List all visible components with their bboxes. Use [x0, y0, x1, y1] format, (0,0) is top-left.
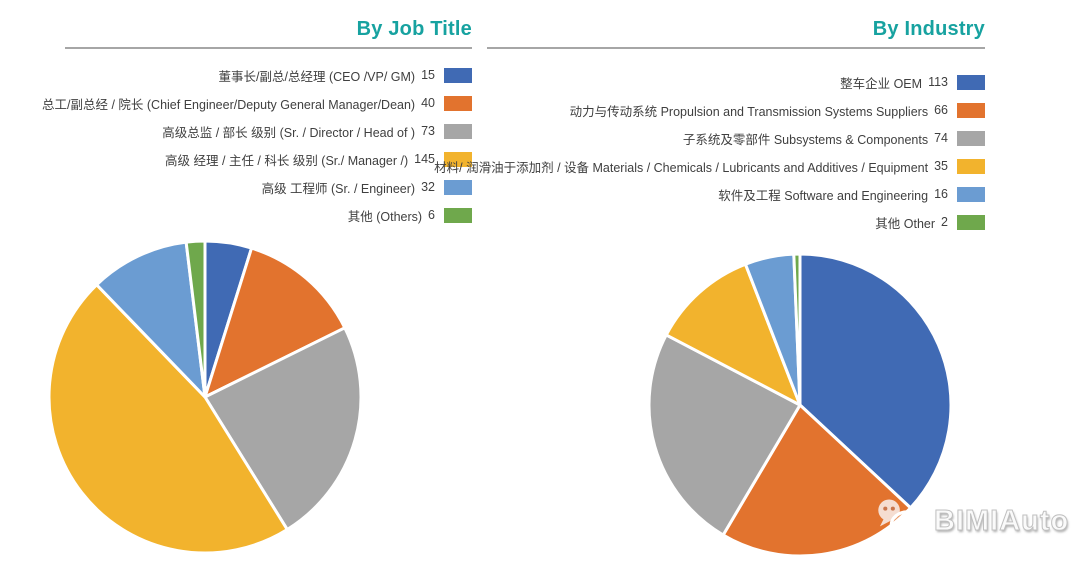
legend-value: 15 — [421, 68, 435, 82]
legend-swatch — [957, 214, 985, 230]
pie-slice-industry-3 — [647, 333, 802, 537]
legend-job-title: 董事长/副总/总经理 (CEO /VP/ GM) 15 总工/副总经 / 院长 (C… — [42, 61, 472, 229]
legend-value: 66 — [934, 103, 948, 117]
legend-item: 其他 (Others) 6 — [65, 201, 472, 229]
chart-title-job-title: By Job Title — [356, 18, 472, 40]
pie-slice-job-title-2 — [203, 246, 347, 399]
pie-slice-job-title-6 — [184, 239, 207, 399]
legend-swatch — [957, 130, 985, 146]
chart-title-industry: By Industry — [872, 18, 985, 40]
pie-slice-job-title-3 — [203, 326, 363, 532]
chart-panel-job-title: By Job Title 董事长/副总/总经理 (CEO /VP/ GM) 15 总… — [42, 0, 472, 229]
legend-swatch — [957, 74, 985, 90]
legend-value: 2 — [941, 215, 948, 229]
legend-value: 145 — [414, 152, 435, 166]
legend-label: 整车企业 OEM — [840, 76, 923, 91]
legend-value: 113 — [928, 75, 948, 89]
pie-slice-job-title-5 — [95, 240, 207, 399]
legend-swatch — [444, 151, 472, 167]
legend-item: 高级总监 / 部长 级别 (Sr. / Director / Head of )… — [65, 117, 472, 145]
legend-swatch — [444, 67, 472, 83]
legend-swatch — [444, 207, 472, 223]
legend-swatch — [444, 95, 472, 111]
legend-label: 其他 (Others) — [347, 209, 423, 224]
legend-swatch — [444, 123, 472, 139]
legend-swatch — [444, 179, 472, 195]
pie-slice-job-title-4 — [47, 283, 289, 555]
legend-value: 6 — [428, 208, 435, 222]
legend-value: 32 — [421, 180, 435, 194]
legend-label: 动力与传动系统 Propulsion and Transmission Syst… — [569, 104, 929, 119]
legend-label: 材料/ 润滑油于添加剂 / 设备 Materials / Chemicals /… — [434, 160, 929, 175]
legend-swatch — [957, 102, 985, 118]
legend-label: 高级 经理 / 主任 / 科长 级别 (Sr./ Manager /) — [165, 153, 409, 168]
pie-chart-industry — [647, 252, 953, 558]
legend-item: 子系统及零部件 Subsystems & Components 74 — [487, 124, 985, 152]
legend-label: 高级总监 / 部长 级别 (Sr. / Director / Head of ) — [162, 125, 416, 140]
legend-label: 软件及工程 Software and Engineering — [718, 188, 929, 203]
legend-item: 高级 工程师 (Sr. / Engineer) 32 — [65, 173, 472, 201]
legend-industry: 整车企业 OEM 113 动力与传动系统 Propulsion and Transm… — [434, 68, 985, 236]
legend-value: 35 — [934, 159, 948, 173]
legend-value: 73 — [421, 124, 435, 138]
legend-label: 子系统及零部件 Subsystems & Components — [682, 132, 929, 147]
legend-label: 总工/副总经 / 院长 (Chief Engineer/Deputy Gener… — [42, 97, 416, 112]
legend-value: 74 — [934, 131, 948, 145]
chart-panel-industry: By Industry 整车企业 OEM 113 动力与传动系统 Propulsio… — [434, 0, 985, 236]
legend-value: 40 — [421, 96, 435, 110]
pie-slice-industry-1 — [798, 252, 953, 510]
legend-label: 董事长/副总/总经理 (CEO /VP/ GM) — [218, 69, 416, 84]
legend-swatch — [957, 158, 985, 174]
legend-item: 董事长/副总/总经理 (CEO /VP/ GM) 15 — [65, 61, 472, 89]
legend-item: 高级 经理 / 主任 / 科长 级别 (Sr./ Manager /) 145 — [65, 145, 472, 173]
legend-label: 高级 工程师 (Sr. / Engineer) — [261, 181, 416, 196]
legend-item: 动力与传动系统 Propulsion and Transmission Syst… — [487, 96, 985, 124]
legend-label: 其他 Other — [875, 216, 936, 231]
legend-item: 材料/ 润滑油于添加剂 / 设备 Materials / Chemicals /… — [434, 152, 985, 180]
legend-item: 软件及工程 Software and Engineering 16 — [487, 180, 985, 208]
legend-swatch — [957, 186, 985, 202]
pie-slice-industry-4 — [664, 262, 802, 407]
legend-item: 整车企业 OEM 113 — [487, 68, 985, 96]
title-divider — [65, 47, 472, 49]
legend-value: 16 — [934, 187, 948, 201]
legend-item: 其他 Other 2 — [487, 208, 985, 236]
title-divider — [487, 47, 985, 49]
pie-slice-industry-6 — [792, 252, 802, 407]
legend-item: 总工/副总经 / 院长 (Chief Engineer/Deputy Gener… — [42, 89, 472, 117]
pie-chart-job-title — [47, 239, 363, 555]
